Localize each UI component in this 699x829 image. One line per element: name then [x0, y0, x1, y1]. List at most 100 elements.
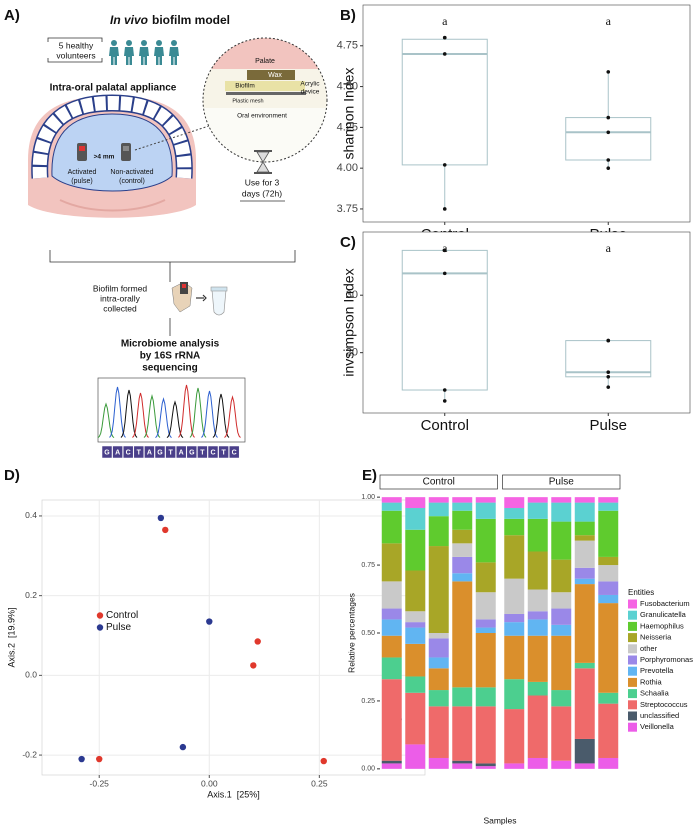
bar-segment: [598, 692, 619, 704]
bar-segment: [574, 662, 595, 669]
distance-label: >4 mm: [94, 154, 115, 161]
bar-segment: [452, 529, 473, 544]
bar-segment: [598, 502, 619, 511]
bar-segment: [405, 744, 426, 769]
y-tick-label: 0.2: [25, 590, 37, 600]
bar-segment: [428, 633, 449, 639]
point: [606, 370, 611, 375]
bar-segment: [574, 535, 595, 541]
legend-key: [628, 621, 637, 631]
peak: [143, 394, 161, 438]
title-italic: In vivo: [110, 13, 148, 27]
bar-segment: [598, 565, 619, 582]
chromatogram: [97, 384, 241, 438]
bar-segment: [574, 521, 595, 536]
collected-label: collected: [103, 303, 137, 313]
bar-segment: [475, 502, 496, 519]
y-tick-label: 0.00: [361, 766, 375, 773]
bar-segment: [475, 706, 496, 764]
bar-segment: [452, 502, 473, 511]
y-tick-label: -0.2: [22, 749, 37, 759]
inset-pointer: [134, 124, 213, 151]
legend-key: [628, 711, 637, 721]
bar-segment: [504, 508, 525, 519]
point: [442, 388, 447, 392]
y-axis-label: invsimpson Index: [341, 268, 357, 376]
volunteers-text: volunteers: [56, 50, 95, 60]
inset-label: Oral environment: [237, 113, 287, 120]
panel-label: A): [4, 7, 20, 24]
point: [206, 618, 213, 625]
base-letter: G: [104, 449, 110, 456]
legend-key: [628, 700, 637, 710]
legend-key: [628, 644, 637, 654]
x-tick-label: 0.25: [311, 778, 328, 788]
bar-segment: [381, 760, 402, 764]
bar-segment: [475, 687, 496, 707]
panel-label: C): [340, 234, 356, 251]
facet-label: Pulse: [549, 477, 574, 488]
appliance-title: Intra-oral palatal appliance: [50, 83, 177, 94]
peak: [201, 390, 218, 438]
base-letter: C: [210, 449, 215, 456]
bar-segment: [475, 562, 496, 593]
control-label: (control): [119, 178, 145, 185]
inset-label: Wax: [268, 72, 282, 79]
legend-key: [628, 633, 637, 643]
legend-label: Schaalia: [640, 689, 670, 698]
facet-strip: [502, 474, 621, 490]
bar-segment: [452, 510, 473, 530]
legend-key: [96, 624, 104, 631]
annotation: a: [606, 14, 612, 28]
y-tick-label: 0.4: [25, 510, 37, 520]
legend-key: [628, 610, 637, 620]
activated-label: (pulse): [71, 178, 92, 185]
peak: [155, 397, 172, 438]
bar-segment: [428, 706, 449, 758]
base-letter: T: [200, 449, 205, 456]
point: [606, 385, 611, 389]
point: [320, 757, 327, 765]
base-letter: A: [147, 449, 152, 456]
bar-segment: [452, 687, 473, 707]
bar-segment: [405, 497, 426, 509]
bar-segment: [475, 592, 496, 620]
bar-segment: [574, 584, 595, 663]
bar-segment: [551, 760, 572, 769]
collected-label: Biofilm formed: [93, 283, 148, 293]
inset: [202, 37, 328, 163]
bar-segment: [452, 573, 473, 582]
y-axis-label: shannon Index: [341, 68, 357, 160]
bar-segment: [598, 581, 619, 595]
point: [606, 158, 611, 162]
title-rest: biofilm model: [152, 13, 230, 27]
point: [442, 35, 447, 40]
base-letter: G: [157, 449, 163, 456]
bar-segment: [527, 611, 548, 620]
legend-key: [628, 722, 637, 732]
point: [157, 514, 165, 522]
point: [442, 163, 447, 167]
base-box: [112, 445, 123, 459]
y-axis-label: Axis.2 [19.9%]: [6, 607, 16, 667]
bar-segment: [574, 738, 595, 764]
base-letter: G: [189, 449, 195, 456]
bar-segment: [551, 608, 572, 625]
panel-a: A) In vivo biofilm model 5 healthy volunt…: [4, 7, 328, 459]
base-box: [133, 445, 145, 459]
base-letter: A: [179, 449, 184, 456]
bar-segment: [381, 543, 402, 582]
legend-title: Entities: [628, 588, 654, 597]
bar-segment: [504, 613, 525, 623]
hourglass: [254, 150, 272, 174]
bar-segment: [475, 633, 496, 688]
analysis-label: sequencing: [142, 363, 198, 374]
bar-segment: [598, 497, 619, 503]
x-tick-label: Pulse: [589, 417, 627, 434]
bar-segment: [475, 497, 496, 503]
legend-key: [628, 677, 637, 687]
peak: [109, 386, 126, 438]
bar-segment: [574, 497, 595, 503]
bar-segment: [405, 508, 426, 530]
